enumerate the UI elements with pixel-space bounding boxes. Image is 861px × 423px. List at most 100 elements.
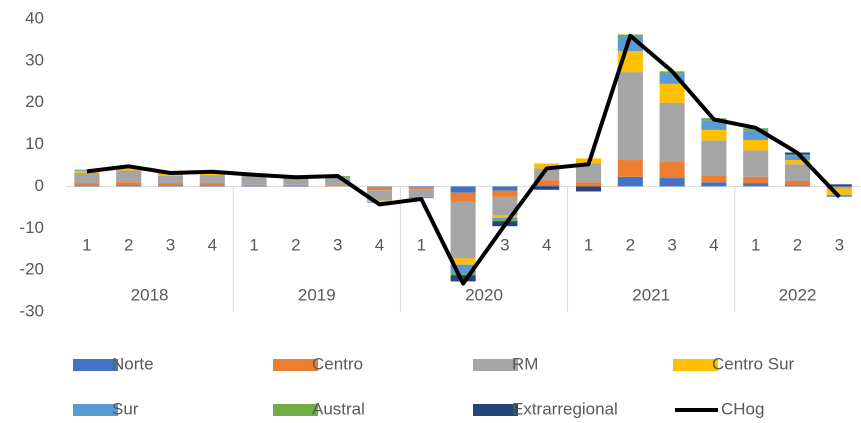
x-tick-label: 1: [584, 235, 593, 254]
bar-segment: [241, 184, 267, 187]
x-tick-label: 2: [291, 235, 300, 254]
legend-swatch: [673, 359, 718, 371]
x-tick-label: 4: [542, 235, 551, 254]
bar-segment: [534, 168, 560, 181]
legend-label: Centro: [312, 354, 363, 373]
bar-segment: [116, 185, 142, 187]
legend-swatch: [273, 404, 318, 416]
bar-segment: [659, 73, 685, 84]
legend-label: Austral: [312, 399, 365, 418]
x-tick-label: 3: [166, 235, 175, 254]
y-tick-label: 30: [25, 50, 44, 69]
bar-segment: [826, 184, 852, 187]
bar-segment: [283, 184, 309, 187]
bar-segment: [199, 173, 225, 176]
x-tick-label: 1: [417, 235, 426, 254]
bar-segment: [575, 163, 602, 183]
x-tick-label: 3: [500, 235, 509, 254]
bar-segment: [826, 188, 852, 195]
bar-segment: [617, 72, 643, 161]
legend-label: Centro Sur: [712, 354, 795, 373]
legend-label: Extrarregional: [512, 399, 618, 418]
bar-segment: [492, 196, 518, 216]
bar-segment: [743, 130, 769, 140]
bar-segment: [534, 180, 560, 186]
bar-segment: [826, 186, 852, 189]
bar-segment: [701, 120, 727, 130]
bar-segment: [116, 168, 142, 171]
bar-segment: [534, 186, 560, 190]
bar-segment: [659, 178, 685, 187]
bar-segment: [743, 176, 769, 184]
legend-swatch: [273, 359, 318, 371]
x-tick-label: 2: [626, 235, 635, 254]
year-label: 2021: [632, 285, 670, 304]
bar-segment: [659, 83, 685, 103]
year-label: 2022: [779, 285, 817, 304]
bar-segment: [659, 102, 685, 162]
x-tick-label: 4: [208, 235, 217, 254]
bar-segment: [116, 182, 142, 186]
bar-segment: [199, 175, 225, 184]
x-tick-label: 2: [124, 235, 133, 254]
y-tick-label: -20: [19, 260, 44, 279]
bar-segment: [366, 190, 393, 201]
x-tick-label: 2: [793, 235, 802, 254]
bar-segment: [116, 170, 142, 183]
legend-label: Norte: [112, 354, 154, 373]
x-tick-label: 1: [751, 235, 760, 254]
bar-segment: [575, 182, 602, 187]
legend-label: Sur: [112, 399, 139, 418]
bar-segment: [784, 180, 811, 186]
legend-swatch: [73, 404, 118, 416]
legend-label: CHog: [721, 399, 764, 418]
x-tick-label: 1: [249, 235, 258, 254]
bar-segment: [199, 185, 225, 187]
bar-segment: [325, 177, 351, 186]
bar-segment: [492, 215, 518, 218]
legend-label: RM: [512, 354, 538, 373]
bar-segment: [701, 129, 727, 141]
x-tick-label: 3: [667, 235, 676, 254]
year-label: 2019: [298, 285, 336, 304]
line: [86, 33, 841, 286]
legend-swatch: [473, 359, 518, 371]
x-tick-label: 4: [709, 235, 718, 254]
bar-segment: [784, 164, 811, 181]
bar-segment: [617, 176, 643, 187]
legend-swatch: [73, 359, 118, 371]
year-label: 2020: [465, 285, 503, 304]
y-tick-label: 20: [25, 92, 44, 111]
bar-segment: [743, 139, 769, 151]
y-tick-label: 10: [25, 134, 44, 153]
bar-segment: [701, 182, 727, 187]
bar-segment: [701, 175, 727, 183]
bar-segment: [617, 160, 643, 177]
y-tick-label: 40: [25, 8, 44, 27]
y-tick-label: -30: [19, 301, 44, 320]
bar-segment: [492, 219, 518, 222]
y-tick-label: -10: [19, 218, 44, 237]
x-tick-label: 3: [835, 235, 844, 254]
bar-segment: [450, 264, 476, 274]
bar-segment: [492, 190, 518, 197]
bar-segment: [408, 187, 434, 190]
bar-segment: [492, 217, 518, 220]
bar-segment: [450, 201, 476, 259]
bar-segment: [157, 175, 184, 184]
bar-segment: [74, 173, 100, 184]
bar-segment: [74, 170, 100, 174]
bar-segment: [450, 258, 476, 265]
bar-segment: [743, 150, 769, 177]
bar-segment: [450, 273, 476, 276]
bar-segment: [784, 155, 811, 161]
bar-segment: [784, 185, 811, 187]
bar-segment: [199, 183, 225, 186]
y-tick-label: 0: [35, 176, 44, 195]
bar-segment: [157, 183, 184, 186]
bar-segment: [492, 186, 518, 191]
bar-segment: [366, 200, 393, 202]
bar-segment: [450, 192, 476, 202]
bar-segment: [701, 140, 727, 176]
